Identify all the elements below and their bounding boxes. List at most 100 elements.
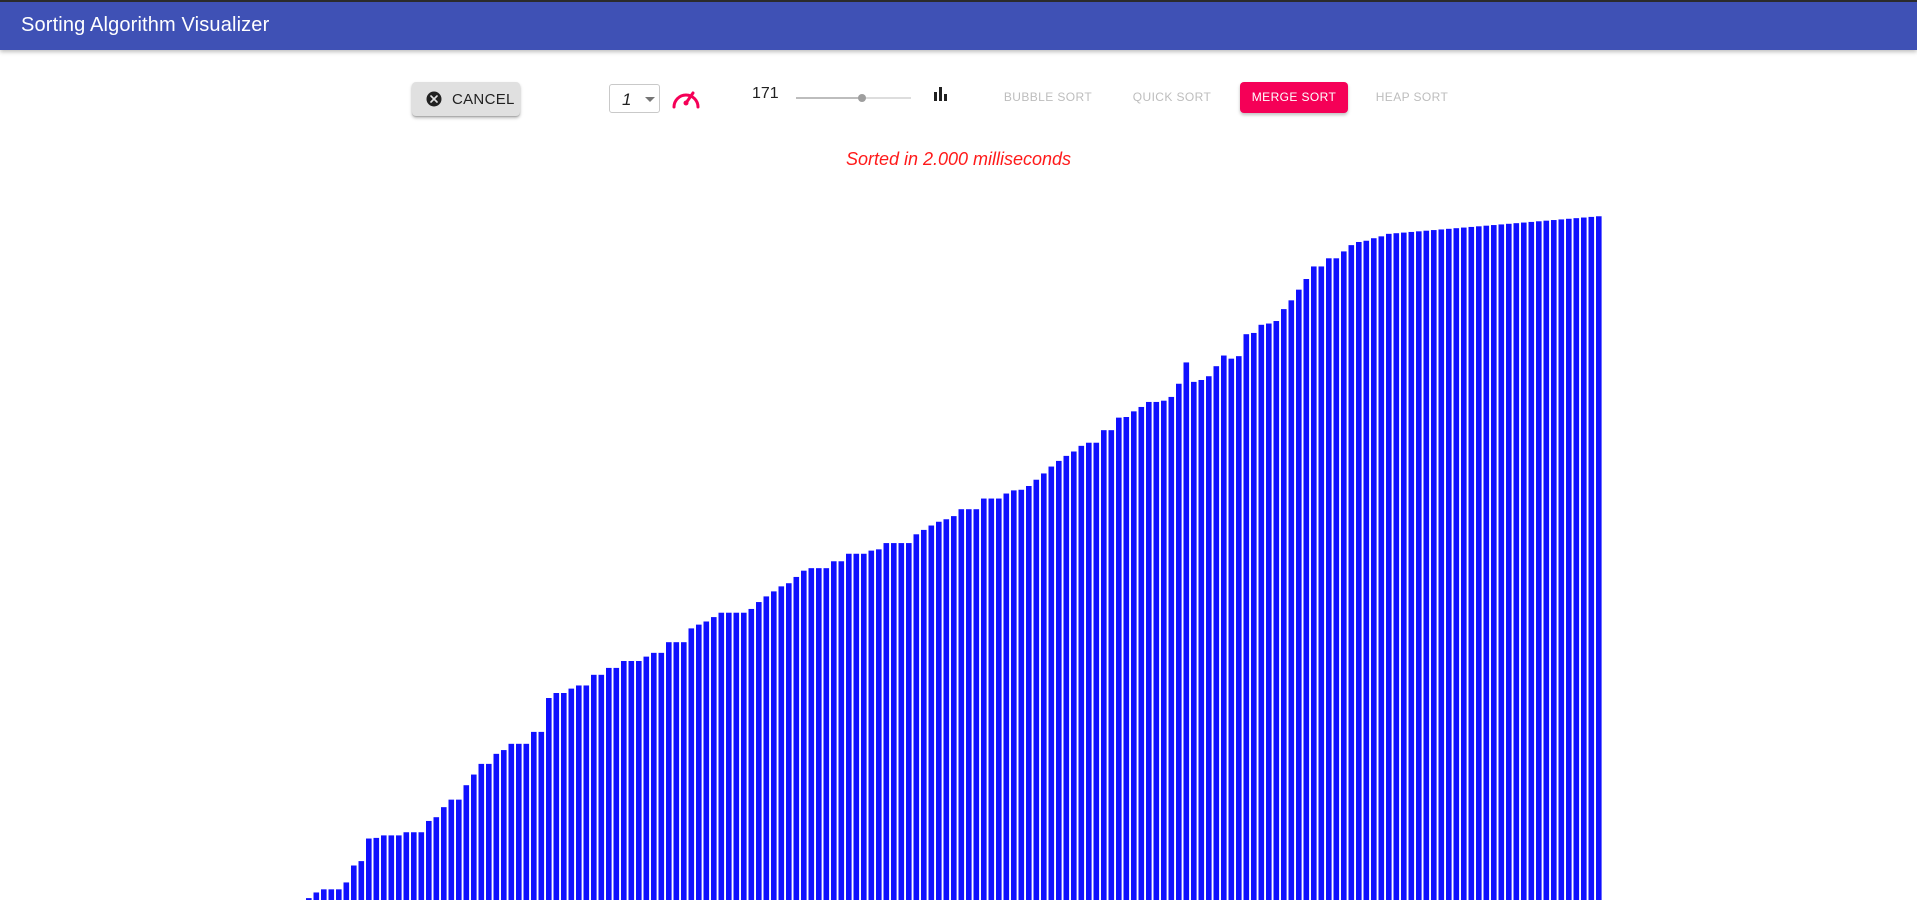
array-bar — [343, 882, 350, 900]
array-bar — [703, 621, 710, 900]
array-bar — [1513, 223, 1520, 901]
array-bar — [306, 898, 312, 900]
bar-chart-icon — [934, 87, 947, 101]
array-bar — [1506, 223, 1512, 901]
array-bar — [583, 685, 590, 900]
array-bar — [1033, 479, 1040, 900]
array-bar — [1146, 401, 1152, 900]
array-bar — [576, 685, 582, 900]
array-bar — [921, 529, 927, 900]
array-bar — [688, 628, 695, 900]
heap-sort-button[interactable]: HEAP SORT — [1375, 90, 1449, 104]
array-bar — [966, 509, 972, 900]
app-title: Sorting Algorithm Visualizer — [21, 14, 270, 36]
array-bar — [1303, 279, 1310, 900]
array-bar — [1401, 232, 1407, 900]
array-bar — [1093, 442, 1100, 900]
array-bar — [1183, 362, 1190, 900]
array-bar — [1191, 381, 1197, 900]
array-bar — [1551, 220, 1557, 901]
array-bar — [1356, 241, 1362, 901]
array-bar — [981, 498, 987, 900]
array-bar — [666, 642, 672, 900]
array-bar — [1161, 400, 1167, 900]
array-bar — [1206, 376, 1212, 901]
array-bar — [1281, 309, 1287, 900]
array-bar — [1498, 224, 1505, 900]
array-bar — [508, 743, 515, 900]
array-bar — [553, 693, 560, 900]
speed-select-value: 1 — [622, 90, 632, 109]
speed-select[interactable]: 1 — [609, 84, 660, 113]
array-bar — [1431, 230, 1437, 900]
array-bar — [726, 612, 732, 900]
array-bar — [1566, 218, 1572, 900]
array-bar — [1071, 451, 1077, 900]
bubble-sort-button[interactable]: BUBBLE SORT — [1003, 90, 1093, 104]
speedometer-icon — [672, 91, 700, 109]
array-bar — [351, 865, 357, 900]
array-bar — [1483, 225, 1490, 900]
array-bar — [1378, 236, 1385, 901]
array-size-slider[interactable] — [796, 88, 911, 108]
array-bar — [906, 543, 912, 900]
array-bar — [1536, 221, 1542, 901]
slider-track — [796, 97, 862, 99]
array-bar — [823, 568, 830, 900]
array-bar — [493, 753, 500, 900]
array-bar — [868, 550, 875, 900]
array-bar — [1213, 366, 1220, 900]
array-bar — [1326, 258, 1332, 900]
array-bar — [561, 693, 567, 900]
array-bar — [816, 568, 822, 900]
array-bar — [1131, 411, 1137, 900]
quick-sort-button[interactable]: QUICK SORT — [1132, 90, 1212, 104]
array-bar — [598, 674, 605, 900]
array-bar — [771, 591, 777, 900]
merge-sort-button[interactable]: MERGE SORT — [1240, 82, 1348, 113]
array-bar — [1311, 266, 1317, 900]
array-bar — [1461, 227, 1467, 900]
array-bar — [516, 743, 522, 900]
array-bar — [1086, 442, 1092, 900]
array-bar — [651, 652, 657, 900]
array-bar — [846, 553, 852, 900]
array-bar — [1581, 217, 1587, 900]
slider-thumb[interactable] — [858, 94, 866, 102]
array-bar — [838, 561, 845, 900]
array-bar — [786, 583, 792, 900]
array-bar — [733, 612, 740, 900]
array-bar — [891, 543, 897, 900]
array-bar — [1438, 229, 1445, 900]
array-bar — [1543, 220, 1550, 900]
array-bar — [711, 617, 717, 900]
array-bar — [778, 586, 785, 900]
array-bar — [1176, 383, 1182, 900]
array-bar — [373, 837, 380, 900]
array-bar — [606, 667, 612, 900]
array-bar — [1243, 334, 1250, 900]
array-bar — [861, 553, 867, 900]
status-message: Sorted in 2.000 milliseconds — [845, 149, 1072, 169]
array-bar — [913, 534, 920, 900]
array-bar — [321, 889, 327, 900]
array-size-value: 171 — [752, 85, 779, 102]
array-bar — [1138, 406, 1145, 900]
array-bar — [1078, 445, 1085, 900]
array-bar — [313, 892, 320, 900]
array-bar — [388, 835, 395, 900]
cancel-button[interactable]: CANCEL — [412, 82, 520, 116]
array-bar — [1266, 323, 1272, 900]
array-bar — [1596, 216, 1602, 900]
array-bar — [1341, 251, 1347, 900]
array-bar — [1446, 228, 1452, 900]
array-bar — [1026, 486, 1032, 900]
array-bar — [1116, 417, 1122, 900]
array-bar — [381, 835, 387, 900]
array-bar — [741, 612, 747, 900]
array-bar — [411, 832, 417, 900]
array-bar — [801, 570, 807, 900]
array-bar — [1476, 226, 1482, 900]
array-bar — [1063, 455, 1070, 900]
array-bar — [1221, 355, 1227, 900]
